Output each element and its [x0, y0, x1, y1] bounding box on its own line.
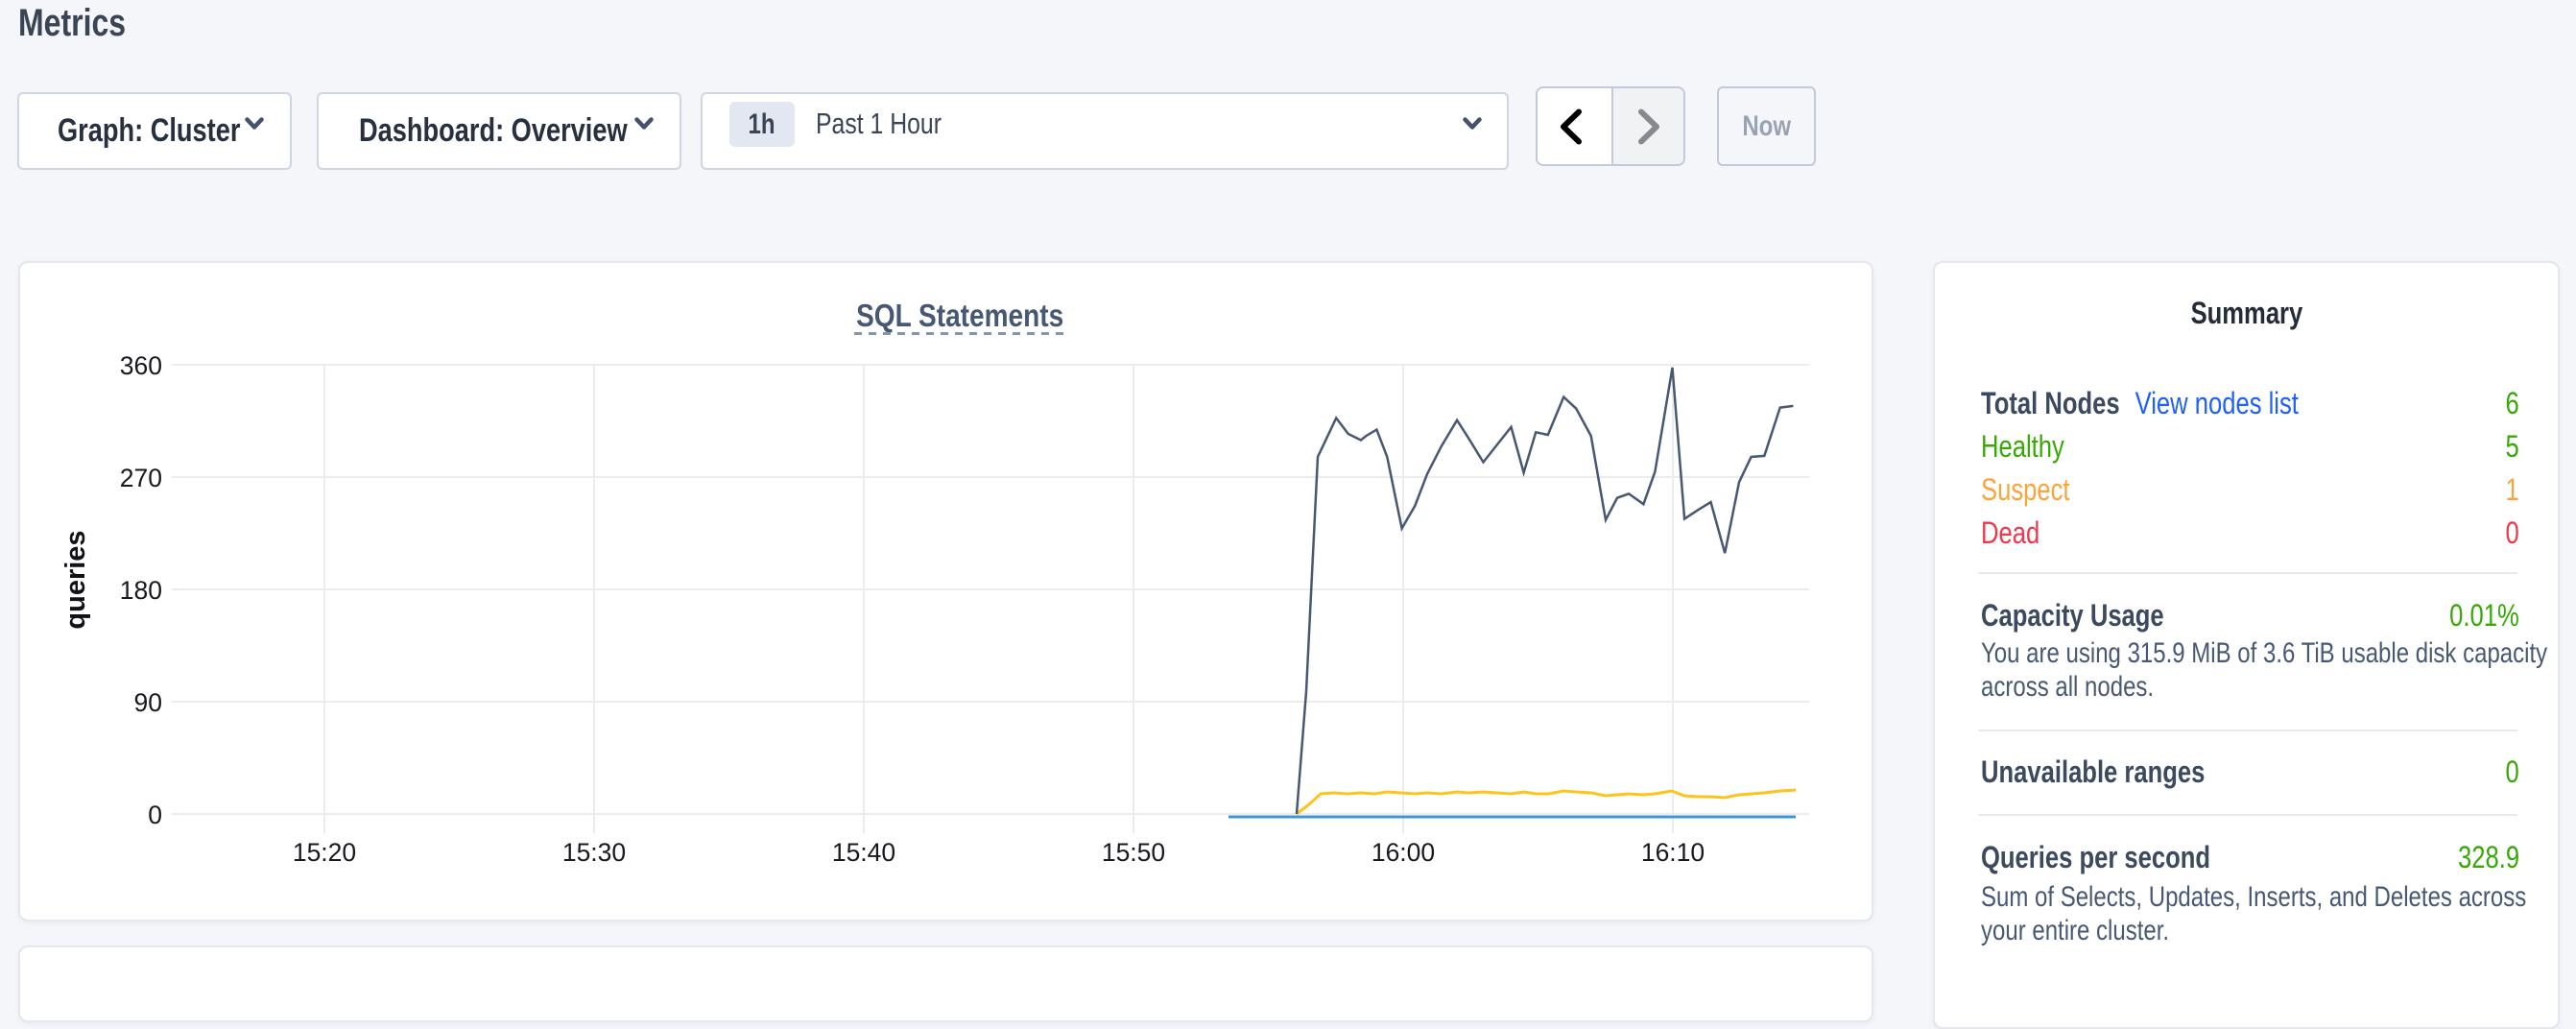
svg-text:180: 180: [120, 576, 162, 605]
svg-text:16:00: 16:00: [1371, 838, 1435, 867]
svg-text:15:50: 15:50: [1102, 838, 1165, 867]
svg-text:queries: queries: [60, 530, 91, 629]
svg-text:15:30: 15:30: [562, 838, 626, 867]
svg-text:270: 270: [120, 464, 162, 492]
svg-text:0: 0: [148, 801, 162, 829]
svg-text:16:10: 16:10: [1641, 838, 1705, 867]
svg-text:90: 90: [134, 688, 162, 717]
svg-text:15:20: 15:20: [293, 838, 356, 867]
svg-text:15:40: 15:40: [832, 838, 895, 867]
svg-text:360: 360: [120, 351, 162, 380]
